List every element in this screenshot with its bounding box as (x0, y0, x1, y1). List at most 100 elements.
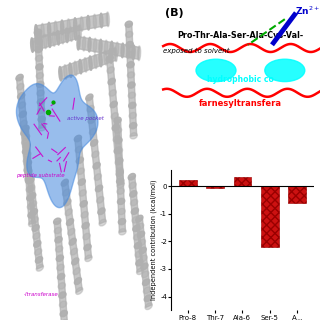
Ellipse shape (114, 47, 117, 61)
Ellipse shape (36, 81, 44, 87)
Polygon shape (54, 220, 68, 320)
Ellipse shape (76, 287, 83, 294)
Ellipse shape (60, 310, 67, 317)
Ellipse shape (28, 185, 35, 191)
Ellipse shape (55, 236, 62, 243)
Polygon shape (36, 13, 108, 38)
Ellipse shape (128, 173, 135, 180)
Ellipse shape (35, 25, 38, 39)
Ellipse shape (126, 44, 130, 59)
Ellipse shape (136, 260, 143, 266)
Ellipse shape (34, 29, 42, 35)
Ellipse shape (36, 257, 43, 263)
Ellipse shape (132, 45, 135, 60)
Ellipse shape (39, 36, 43, 50)
Polygon shape (136, 217, 152, 308)
Text: -ltransferase: -ltransferase (24, 292, 59, 297)
Ellipse shape (80, 17, 83, 31)
Ellipse shape (113, 136, 120, 142)
Ellipse shape (87, 15, 90, 30)
Ellipse shape (127, 62, 134, 68)
Ellipse shape (98, 208, 105, 214)
Ellipse shape (77, 36, 80, 50)
Bar (179, 180, 196, 186)
Ellipse shape (21, 129, 28, 136)
Ellipse shape (87, 106, 94, 112)
Ellipse shape (16, 74, 23, 81)
Ellipse shape (110, 41, 113, 56)
Ellipse shape (80, 201, 87, 207)
Ellipse shape (33, 233, 40, 239)
Ellipse shape (83, 36, 85, 51)
Ellipse shape (59, 292, 66, 298)
Ellipse shape (36, 64, 43, 70)
Ellipse shape (28, 212, 35, 218)
Ellipse shape (64, 65, 67, 79)
Ellipse shape (128, 92, 135, 98)
Ellipse shape (18, 93, 25, 99)
Ellipse shape (22, 134, 30, 140)
Ellipse shape (91, 140, 98, 146)
Ellipse shape (97, 196, 104, 203)
Ellipse shape (115, 148, 123, 154)
Ellipse shape (38, 116, 45, 122)
Ellipse shape (38, 107, 45, 114)
Ellipse shape (130, 133, 137, 139)
Ellipse shape (72, 258, 79, 265)
Ellipse shape (65, 28, 68, 43)
Text: Pro-Thr-Ala-Ser-Ala-Cys-Val-: Pro-Thr-Ala-Ser-Ala-Cys-Val- (177, 31, 303, 40)
Ellipse shape (139, 247, 146, 254)
Ellipse shape (56, 246, 63, 252)
Text: exposed to solvent: exposed to solvent (163, 48, 230, 54)
Ellipse shape (134, 242, 141, 249)
Ellipse shape (130, 191, 137, 197)
Text: (B): (B) (165, 8, 183, 18)
Ellipse shape (116, 170, 123, 176)
Ellipse shape (196, 59, 236, 82)
Ellipse shape (88, 117, 95, 124)
Ellipse shape (142, 279, 150, 286)
Text: peptide substrate: peptide substrate (16, 173, 64, 179)
Bar (288, 186, 306, 203)
Ellipse shape (18, 102, 26, 108)
Ellipse shape (62, 189, 70, 196)
Bar (206, 186, 224, 188)
Ellipse shape (137, 268, 144, 275)
Polygon shape (32, 26, 80, 51)
Ellipse shape (36, 55, 43, 61)
Ellipse shape (93, 14, 96, 29)
Ellipse shape (19, 111, 26, 117)
Text: Zn$^{2+}$: Zn$^{2+}$ (295, 5, 320, 17)
Ellipse shape (82, 222, 89, 229)
Ellipse shape (114, 147, 121, 154)
Polygon shape (62, 181, 82, 292)
Ellipse shape (20, 120, 27, 127)
Ellipse shape (69, 27, 73, 41)
Ellipse shape (135, 251, 142, 257)
Ellipse shape (67, 19, 70, 34)
Ellipse shape (84, 244, 91, 251)
Ellipse shape (117, 198, 125, 204)
Ellipse shape (142, 271, 149, 278)
Ellipse shape (115, 158, 122, 165)
Ellipse shape (95, 185, 103, 192)
Ellipse shape (99, 219, 106, 226)
Ellipse shape (29, 193, 36, 199)
Ellipse shape (74, 26, 77, 40)
Ellipse shape (84, 58, 87, 72)
Ellipse shape (25, 169, 32, 175)
Ellipse shape (27, 203, 35, 209)
Ellipse shape (111, 113, 118, 119)
Ellipse shape (59, 67, 62, 81)
Ellipse shape (29, 201, 37, 207)
Ellipse shape (44, 34, 47, 49)
Ellipse shape (99, 52, 102, 67)
Ellipse shape (76, 157, 84, 164)
Ellipse shape (74, 61, 77, 76)
Ellipse shape (94, 54, 97, 68)
Polygon shape (16, 75, 98, 208)
Ellipse shape (57, 30, 60, 45)
Ellipse shape (17, 84, 24, 90)
Ellipse shape (23, 143, 30, 149)
Ellipse shape (54, 218, 61, 224)
